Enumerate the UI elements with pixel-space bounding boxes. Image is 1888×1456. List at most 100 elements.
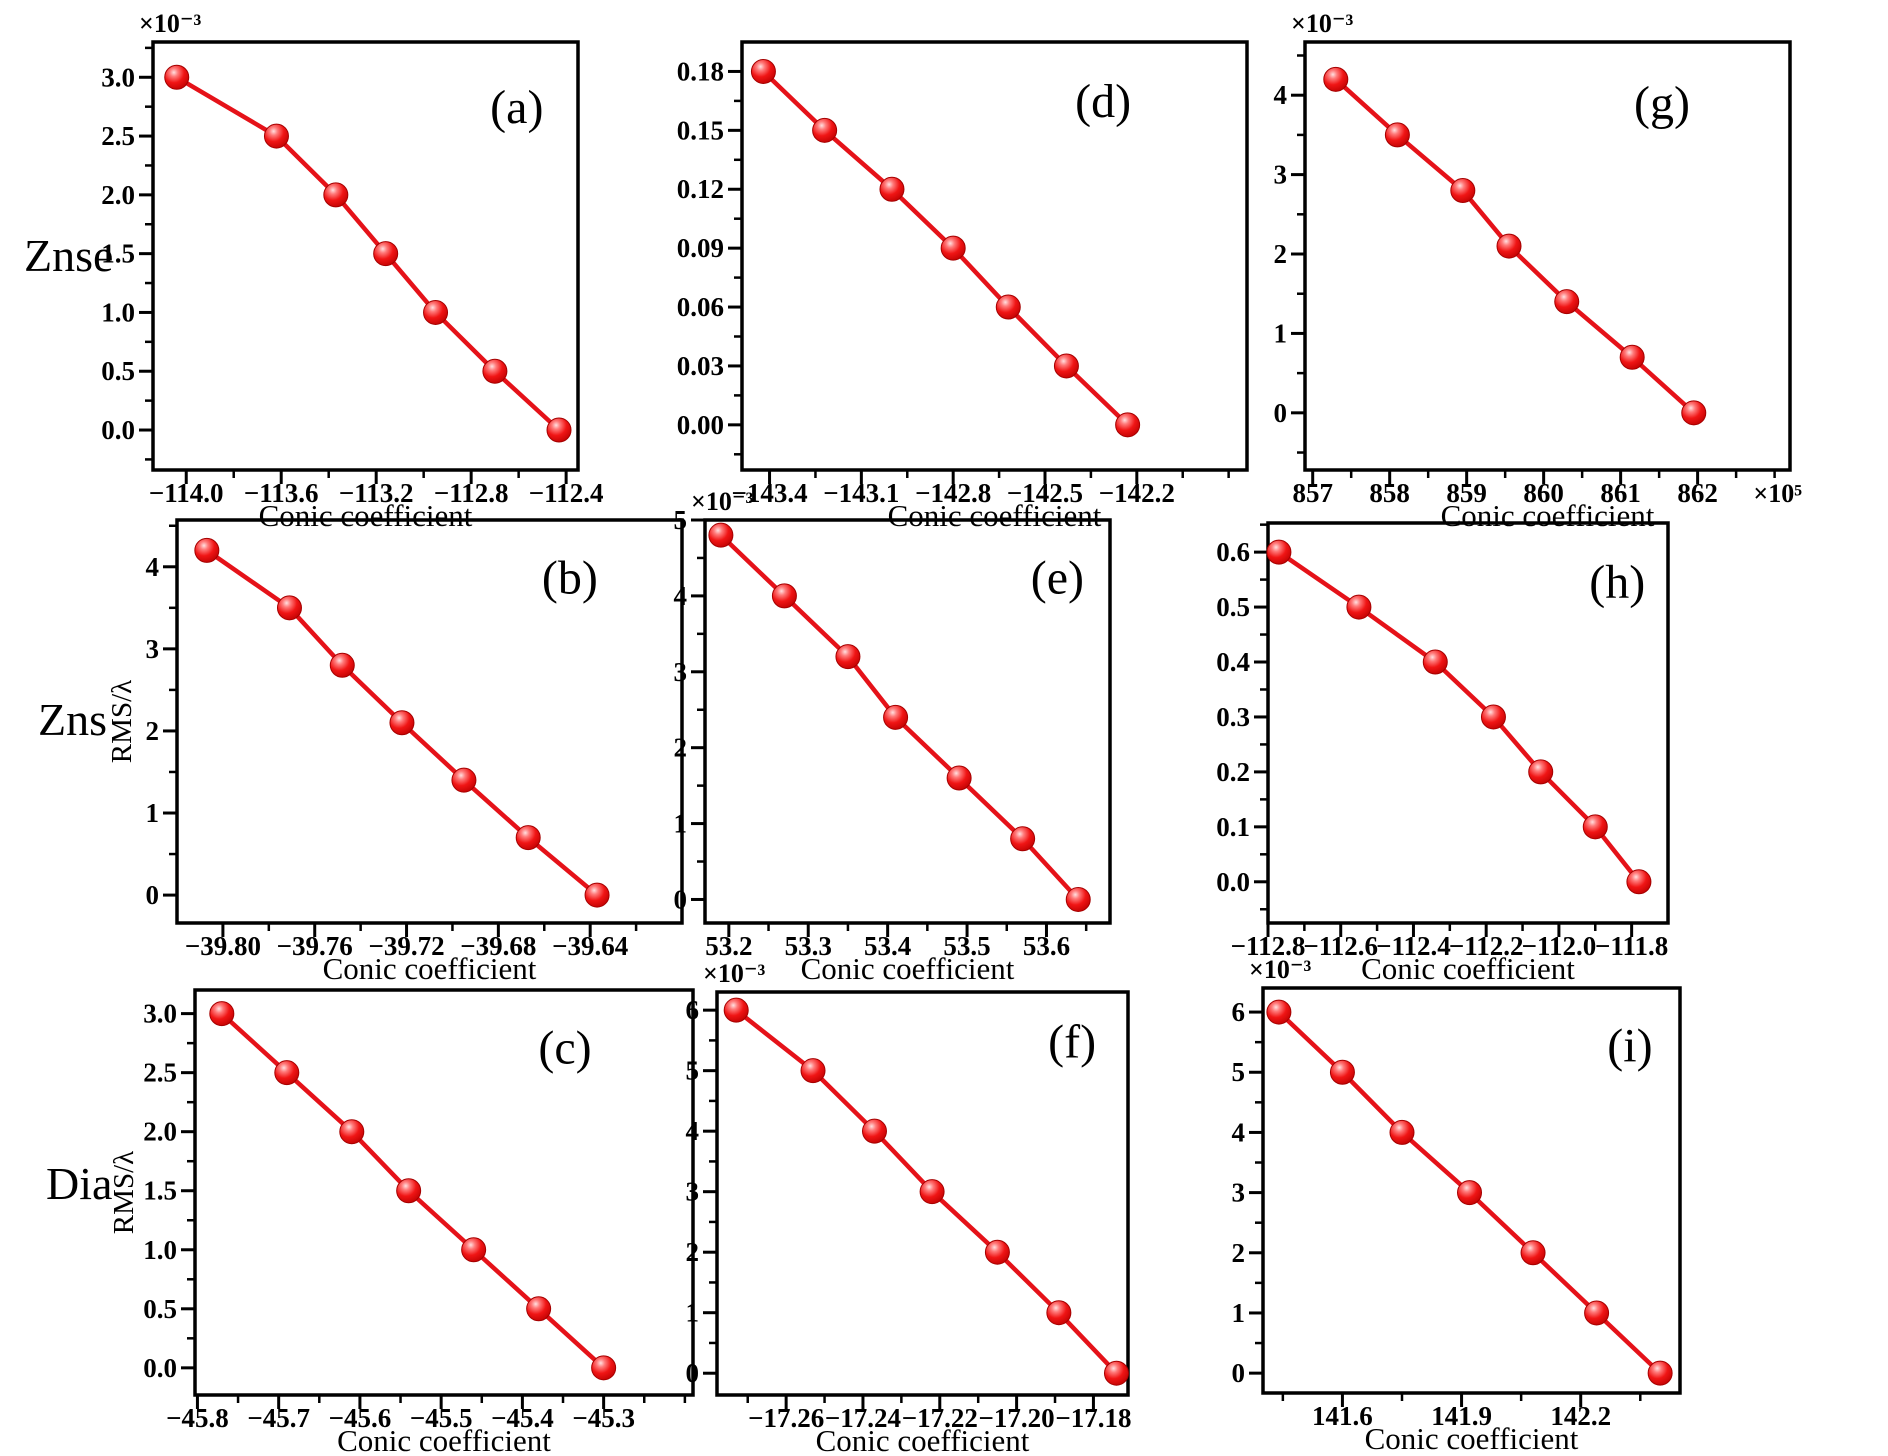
x-tick-label: −17.22 bbox=[902, 1403, 978, 1433]
y-tick-label: 0.0 bbox=[101, 415, 135, 445]
y-tick-label: 1.0 bbox=[143, 1235, 177, 1265]
y-tick-label: 1 bbox=[686, 1298, 700, 1328]
x-tick-label: −45.8 bbox=[166, 1403, 229, 1433]
x-axis-label: Conic coefficient bbox=[1365, 1421, 1579, 1456]
data-point-marker bbox=[919, 1179, 945, 1205]
x-axis-label: Conic coefficient bbox=[1361, 951, 1575, 986]
y-tick-label: 0.3 bbox=[1216, 702, 1250, 732]
chart-panel-h: −112.8−112.6−112.4−112.2−112.0−111.8 0.0 0… bbox=[1216, 521, 1670, 986]
x-axis-label: Conic coefficient bbox=[816, 1423, 1030, 1456]
data-point-marker bbox=[812, 117, 838, 143]
data-point-marker bbox=[515, 825, 541, 851]
row-label-zns: Zns bbox=[38, 694, 107, 745]
panel-letter: (c) bbox=[538, 1022, 591, 1075]
panel-letter: (i) bbox=[1607, 1020, 1652, 1073]
data-point-marker bbox=[1582, 814, 1608, 840]
data-point-marker bbox=[1053, 353, 1079, 379]
y-tick-label: 0.2 bbox=[1216, 757, 1250, 787]
plot-frame bbox=[175, 518, 684, 925]
data-point-marker bbox=[1103, 1360, 1129, 1386]
data-point-marker bbox=[1010, 826, 1036, 852]
data-point-marker bbox=[1046, 1300, 1072, 1326]
x-tick-label: −112.6 bbox=[1303, 931, 1378, 961]
x-tick-label: 861 bbox=[1600, 478, 1641, 508]
y-tick-label: 1 bbox=[146, 798, 160, 828]
chart-panel-d: −143.4 −143.1 −142.8 −142.5 −142.2 0.00 0.03 0.… bbox=[677, 40, 1249, 533]
y-axis-multiplier: ×10⁻³ bbox=[703, 959, 766, 988]
y-tick-label: 0.4 bbox=[1216, 647, 1250, 677]
x-tick-label: 53.6 bbox=[1023, 931, 1070, 961]
x-tick-label: 862 bbox=[1677, 478, 1718, 508]
y-tick-label: 4 bbox=[1232, 1117, 1246, 1147]
data-point-marker bbox=[373, 241, 399, 267]
y-tick-label: 0 bbox=[1232, 1358, 1246, 1388]
x-tick-label: −45.6 bbox=[329, 1403, 392, 1433]
x-tick-label: −112.0 bbox=[1522, 931, 1597, 961]
chart-panel-e: 53.2 53.3 53.4 53.5 53.6 0 1 2 3 4 5 Conic coeffici… bbox=[674, 487, 1112, 986]
y-tick-label: 1.5 bbox=[101, 239, 135, 269]
y-tick-label: 2.0 bbox=[101, 180, 135, 210]
y-tick-label: 2 bbox=[686, 1237, 700, 1267]
data-point-marker bbox=[879, 176, 905, 202]
y-axis-multiplier: ×10⁻³ bbox=[1291, 9, 1354, 38]
y-tick-label: 0.5 bbox=[143, 1294, 177, 1324]
y-tick-label: 2.5 bbox=[143, 1058, 177, 1088]
data-point-marker bbox=[482, 358, 508, 384]
x-tick-label: 53.5 bbox=[943, 931, 990, 961]
data-point-marker bbox=[883, 704, 909, 730]
y-tick-label: 3 bbox=[1274, 160, 1288, 190]
data-point-marker bbox=[1384, 122, 1410, 148]
x-axis-label: Conic coefficient bbox=[337, 1423, 551, 1456]
x-tick-label: 857 bbox=[1292, 478, 1333, 508]
x-tick-label: −114.0 bbox=[149, 478, 224, 508]
chart-panel-f: −17.26 −17.24 −17.22 −17.20 −17.18 0 1 2 3 4 5 6 Con… bbox=[686, 959, 1132, 1456]
data-point-marker bbox=[1496, 233, 1522, 259]
data-point-marker bbox=[1619, 344, 1645, 370]
y-tick-label: 2.5 bbox=[101, 121, 135, 151]
y-tick-label: 6 bbox=[1232, 997, 1246, 1027]
data-point-marker bbox=[1115, 412, 1141, 438]
data-point-marker bbox=[946, 765, 972, 791]
y-tick-label: 3.0 bbox=[101, 62, 135, 92]
data-point-marker bbox=[771, 583, 797, 609]
data-point-marker bbox=[526, 1296, 552, 1322]
y-tick-label: 0.09 bbox=[677, 233, 724, 263]
x-tick-label: −112.4 bbox=[1376, 931, 1451, 961]
x-tick-label: −39.76 bbox=[277, 931, 353, 961]
data-point-marker bbox=[276, 595, 302, 621]
plot-frame bbox=[193, 988, 695, 1397]
x-axis-label: Conic coefficient bbox=[259, 498, 473, 533]
data-point-marker bbox=[423, 299, 449, 325]
x-tick-label: −143.4 bbox=[731, 478, 807, 508]
x-tick-label: −17.24 bbox=[825, 1403, 901, 1433]
chart-panel-a: −114.0 −113.6 −113.2 −112.8 −112.4 0.0 0.5 1.0 1… bbox=[101, 9, 603, 533]
x-tick-label: −17.26 bbox=[748, 1403, 824, 1433]
x-tick-label: 860 bbox=[1523, 478, 1564, 508]
data-point-marker bbox=[1626, 869, 1652, 895]
x-tick-label: −45.4 bbox=[491, 1403, 554, 1433]
data-point-marker bbox=[339, 1119, 365, 1145]
x-tick-label: 858 bbox=[1369, 478, 1410, 508]
y-axis-multiplier: ×10⁻³ bbox=[139, 9, 202, 38]
x-tick-label: −112.8 bbox=[1231, 931, 1306, 961]
row-label-dia: Dia bbox=[46, 1158, 113, 1209]
y-tick-label: 0.06 bbox=[677, 292, 724, 322]
data-point-marker bbox=[1480, 704, 1506, 730]
y-tick-label: 0 bbox=[674, 884, 688, 914]
y-tick-label: 0.00 bbox=[677, 410, 724, 440]
data-point-marker bbox=[329, 652, 355, 678]
plot-frame bbox=[703, 518, 1112, 925]
y-tick-label: 0.5 bbox=[1216, 592, 1250, 622]
x-tick-label: −45.7 bbox=[247, 1403, 310, 1433]
data-point-marker bbox=[1681, 400, 1707, 426]
data-point-marker bbox=[389, 710, 415, 736]
data-point-marker bbox=[1457, 1180, 1483, 1206]
data-point-marker bbox=[1346, 594, 1372, 620]
x-tick-label: 142.2 bbox=[1550, 1401, 1611, 1431]
data-point-marker bbox=[940, 235, 966, 261]
x-tick-label: 141.6 bbox=[1312, 1401, 1373, 1431]
x-tick-label: −112.8 bbox=[434, 478, 509, 508]
data-point-marker bbox=[750, 58, 776, 84]
row-label-znse: Znse bbox=[24, 230, 114, 281]
